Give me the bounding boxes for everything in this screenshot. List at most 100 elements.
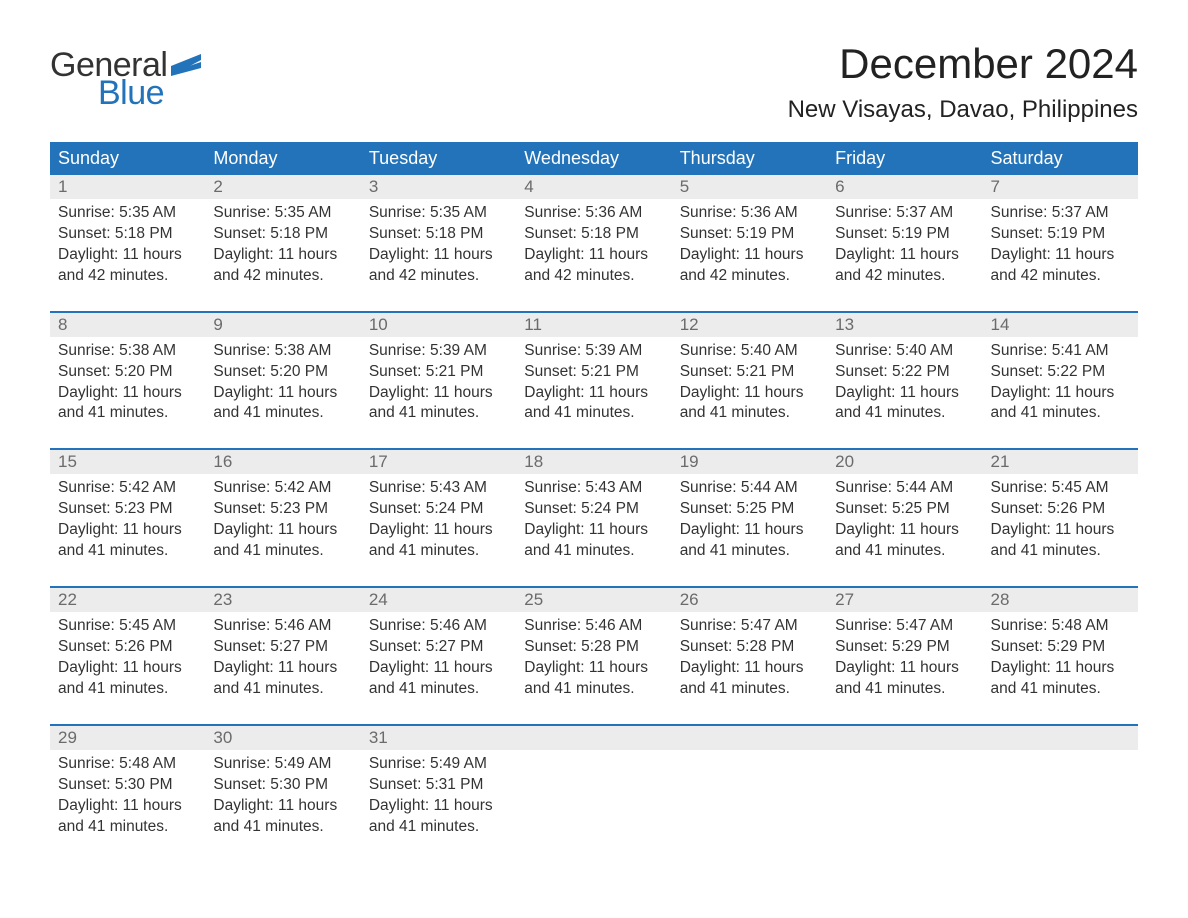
sunrise-line: Sunrise: 5:45 AM	[991, 478, 1130, 499]
daylight-line-1: Daylight: 11 hours	[213, 245, 352, 266]
day-number: 18	[516, 450, 671, 474]
sunrise-line: Sunrise: 5:37 AM	[991, 203, 1130, 224]
calendar-day-cell: 7 Sunrise: 5:37 AMSunset: 5:19 PMDaylight…	[983, 175, 1138, 312]
daylight-line-1: Daylight: 11 hours	[369, 383, 508, 404]
day-body: Sunrise: 5:38 AMSunset: 5:20 PMDaylight:…	[50, 337, 205, 449]
sunset-line: Sunset: 5:22 PM	[835, 362, 974, 383]
sunset-line: Sunset: 5:19 PM	[991, 224, 1130, 245]
sunset-line: Sunset: 5:23 PM	[58, 499, 197, 520]
day-body: Sunrise: 5:39 AMSunset: 5:21 PMDaylight:…	[516, 337, 671, 449]
calendar-day-cell: 22Sunrise: 5:45 AMSunset: 5:26 PMDayligh…	[50, 587, 205, 725]
daylight-line-1: Daylight: 11 hours	[680, 520, 819, 541]
day-body: Sunrise: 5:47 AMSunset: 5:29 PMDaylight:…	[827, 612, 982, 724]
calendar-day-cell: 3Sunrise: 5:35 AMSunset: 5:18 PMDaylight…	[361, 175, 516, 312]
day-body-empty	[672, 750, 827, 858]
day-number: 23	[205, 588, 360, 612]
day-body: Sunrise: 5:46 AMSunset: 5:27 PMDaylight:…	[205, 612, 360, 724]
day-body: Sunrise: 5:42 AMSunset: 5:23 PMDaylight:…	[50, 474, 205, 586]
sunrise-line: Sunrise: 5:39 AM	[369, 341, 508, 362]
calendar-day-cell: 24Sunrise: 5:46 AMSunset: 5:27 PMDayligh…	[361, 587, 516, 725]
sunrise-line: Sunrise: 5:48 AM	[991, 616, 1130, 637]
sunrise-line: Sunrise: 5:35 AM	[369, 203, 508, 224]
day-body: Sunrise: 5:44 AMSunset: 5:25 PMDaylight:…	[672, 474, 827, 586]
calendar-week-row: 22Sunrise: 5:45 AMSunset: 5:26 PMDayligh…	[50, 587, 1138, 725]
daylight-line-2: and 41 minutes.	[835, 403, 974, 424]
calendar-day-cell: 8Sunrise: 5:38 AMSunset: 5:20 PMDaylight…	[50, 312, 205, 450]
day-number: 13	[827, 313, 982, 337]
daylight-line-1: Daylight: 11 hours	[58, 658, 197, 679]
day-body: Sunrise: 5:46 AMSunset: 5:27 PMDaylight:…	[361, 612, 516, 724]
sunrise-line: Sunrise: 5:46 AM	[213, 616, 352, 637]
daylight-line-2: and 41 minutes.	[991, 679, 1130, 700]
sunset-line: Sunset: 5:18 PM	[524, 224, 663, 245]
calendar-week-row: 15Sunrise: 5:42 AMSunset: 5:23 PMDayligh…	[50, 449, 1138, 587]
sunrise-line: Sunrise: 5:47 AM	[680, 616, 819, 637]
daylight-line-2: and 41 minutes.	[680, 403, 819, 424]
daylight-line-2: and 41 minutes.	[213, 817, 352, 838]
day-number: 16	[205, 450, 360, 474]
day-number: 15	[50, 450, 205, 474]
daylight-line-2: and 41 minutes.	[524, 541, 663, 562]
daylight-line-2: and 42 minutes.	[369, 266, 508, 287]
daylight-line-2: and 41 minutes.	[369, 817, 508, 838]
sunrise-line: Sunrise: 5:44 AM	[835, 478, 974, 499]
calendar-day-cell: 26Sunrise: 5:47 AMSunset: 5:28 PMDayligh…	[672, 587, 827, 725]
daylight-line-1: Daylight: 11 hours	[213, 520, 352, 541]
daylight-line-1: Daylight: 11 hours	[369, 520, 508, 541]
day-number: 11	[516, 313, 671, 337]
day-number: 7	[983, 175, 1138, 199]
calendar-day-cell: 4Sunrise: 5:36 AMSunset: 5:18 PMDaylight…	[516, 175, 671, 312]
day-number: 19	[672, 450, 827, 474]
daylight-line-1: Daylight: 11 hours	[835, 520, 974, 541]
sunrise-line: Sunrise: 5:42 AM	[58, 478, 197, 499]
calendar-day-cell: 11Sunrise: 5:39 AMSunset: 5:21 PMDayligh…	[516, 312, 671, 450]
sunrise-line: Sunrise: 5:46 AM	[369, 616, 508, 637]
logo-word-blue: Blue	[98, 76, 205, 110]
sunrise-line: Sunrise: 5:43 AM	[524, 478, 663, 499]
day-number: 1	[50, 175, 205, 199]
daylight-line-1: Daylight: 11 hours	[835, 658, 974, 679]
calendar-day-cell: 31Sunrise: 5:49 AMSunset: 5:31 PMDayligh…	[361, 725, 516, 862]
day-body: Sunrise: 5:45 AMSunset: 5:26 PMDaylight:…	[50, 612, 205, 724]
sunset-line: Sunset: 5:30 PM	[58, 775, 197, 796]
daylight-line-2: and 41 minutes.	[991, 541, 1130, 562]
daylight-line-1: Daylight: 11 hours	[524, 245, 663, 266]
sunset-line: Sunset: 5:28 PM	[680, 637, 819, 658]
daylight-line-2: and 41 minutes.	[835, 541, 974, 562]
calendar-day-cell: 15Sunrise: 5:42 AMSunset: 5:23 PMDayligh…	[50, 449, 205, 587]
sunset-line: Sunset: 5:27 PM	[213, 637, 352, 658]
daylight-line-2: and 41 minutes.	[369, 541, 508, 562]
calendar-day-cell: 25Sunrise: 5:46 AMSunset: 5:28 PMDayligh…	[516, 587, 671, 725]
sunset-line: Sunset: 5:30 PM	[213, 775, 352, 796]
daylight-line-2: and 41 minutes.	[58, 817, 197, 838]
sunrise-line: Sunrise: 5:42 AM	[213, 478, 352, 499]
daylight-line-1: Daylight: 11 hours	[835, 245, 974, 266]
day-body: Sunrise: 5:39 AMSunset: 5:21 PMDaylight:…	[361, 337, 516, 449]
sunset-line: Sunset: 5:21 PM	[369, 362, 508, 383]
daylight-line-1: Daylight: 11 hours	[524, 383, 663, 404]
day-body: Sunrise: 5:43 AMSunset: 5:24 PMDaylight:…	[361, 474, 516, 586]
sunrise-line: Sunrise: 5:46 AM	[524, 616, 663, 637]
sunrise-line: Sunrise: 5:49 AM	[213, 754, 352, 775]
daylight-line-1: Daylight: 11 hours	[524, 658, 663, 679]
day-number: 2	[205, 175, 360, 199]
sunrise-line: Sunrise: 5:44 AM	[680, 478, 819, 499]
daylight-line-1: Daylight: 11 hours	[58, 383, 197, 404]
daylight-line-2: and 42 minutes.	[680, 266, 819, 287]
calendar-day-cell: 10Sunrise: 5:39 AMSunset: 5:21 PMDayligh…	[361, 312, 516, 450]
sunset-line: Sunset: 5:26 PM	[991, 499, 1130, 520]
sunset-line: Sunset: 5:25 PM	[835, 499, 974, 520]
day-body: Sunrise: 5:46 AMSunset: 5:28 PMDaylight:…	[516, 612, 671, 724]
daylight-line-1: Daylight: 11 hours	[991, 245, 1130, 266]
day-body: Sunrise: 5:36 AMSunset: 5:19 PMDaylight:…	[672, 199, 827, 311]
day-number: 31	[361, 726, 516, 750]
weekday-header-row: Sunday Monday Tuesday Wednesday Thursday…	[50, 142, 1138, 175]
sunrise-line: Sunrise: 5:48 AM	[58, 754, 197, 775]
daylight-line-1: Daylight: 11 hours	[369, 796, 508, 817]
day-number: 24	[361, 588, 516, 612]
daylight-line-2: and 41 minutes.	[213, 679, 352, 700]
location-label: New Visayas, Davao, Philippines	[788, 96, 1138, 124]
day-number-empty	[516, 726, 671, 750]
sunrise-line: Sunrise: 5:45 AM	[58, 616, 197, 637]
daylight-line-2: and 42 minutes.	[58, 266, 197, 287]
